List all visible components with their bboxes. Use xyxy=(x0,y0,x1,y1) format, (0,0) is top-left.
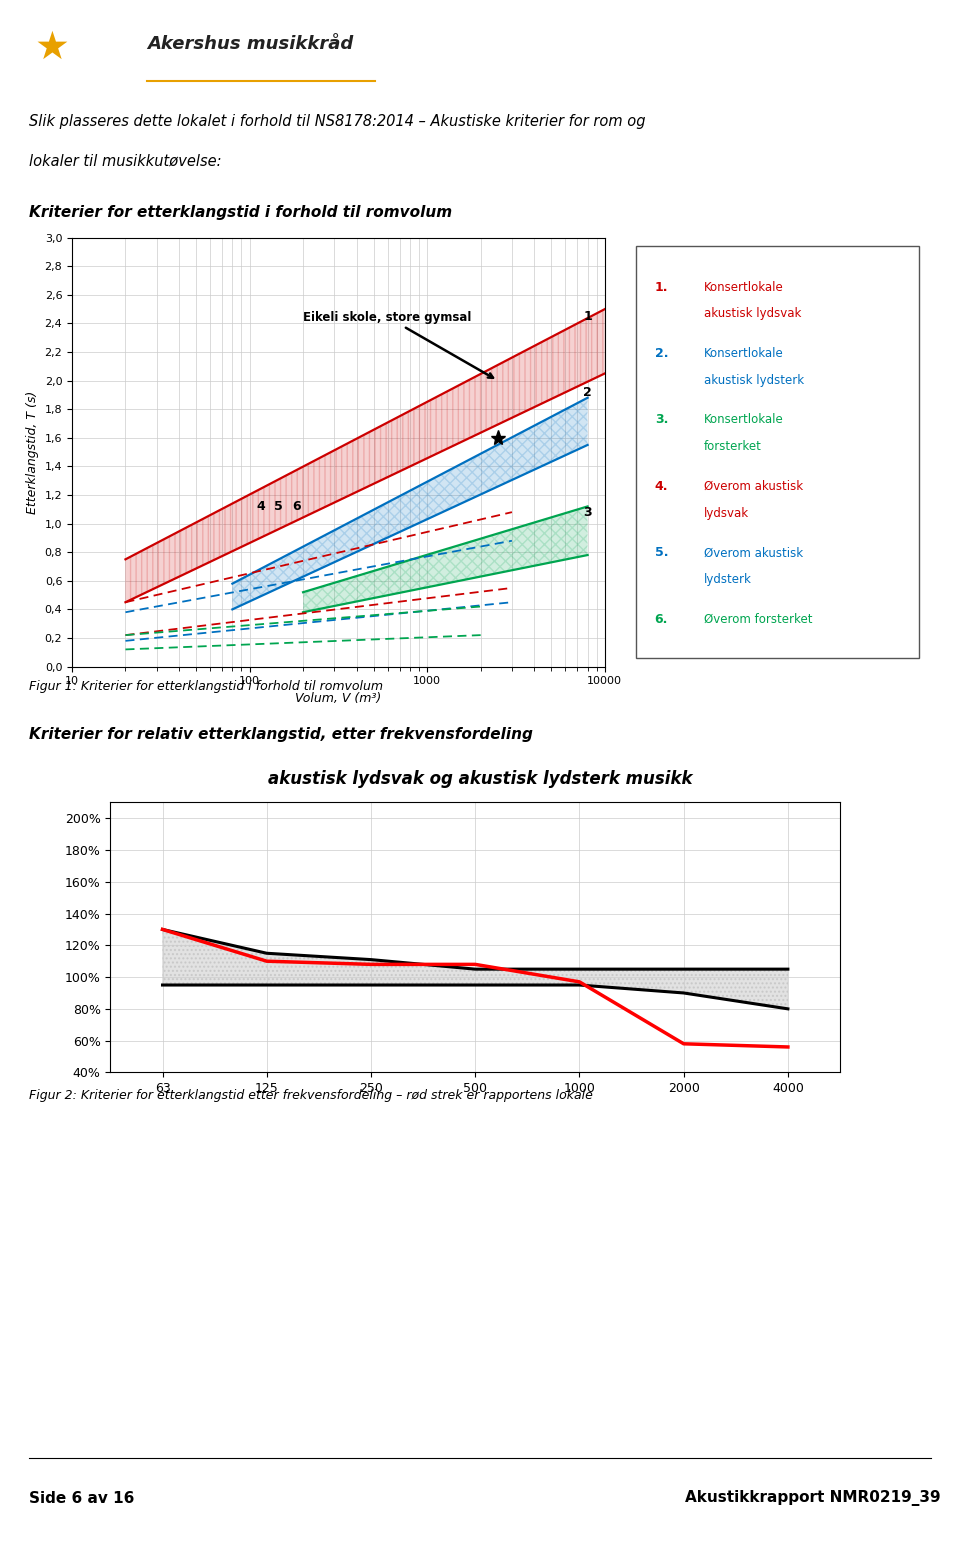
Text: Konsertlokale: Konsertlokale xyxy=(704,414,783,426)
Text: 1: 1 xyxy=(584,310,592,322)
Text: 6: 6 xyxy=(293,500,301,512)
Text: 4: 4 xyxy=(256,500,265,512)
Text: Figur 2: Kriterier for etterklangstid etter frekvensfordeling – rød strek er rap: Figur 2: Kriterier for etterklangstid et… xyxy=(29,1089,592,1102)
Text: Figur 1: Kriterier for etterklangstid i forhold til romvolum: Figur 1: Kriterier for etterklangstid i … xyxy=(29,680,383,693)
Text: 3.: 3. xyxy=(655,414,668,426)
Text: Akershus musikkråd: Akershus musikkråd xyxy=(148,35,353,52)
Text: lydsvak: lydsvak xyxy=(704,506,749,520)
Text: akustisk lydsvak: akustisk lydsvak xyxy=(704,307,802,319)
Text: akustisk lydsvak og akustisk lydsterk musikk: akustisk lydsvak og akustisk lydsterk mu… xyxy=(268,770,692,788)
Text: akustisk lydsterk: akustisk lydsterk xyxy=(704,373,804,387)
Y-axis label: Etterklangstid, T (s): Etterklangstid, T (s) xyxy=(26,390,39,514)
Text: Kriterier for relativ etterklangstid, etter frekvensfordeling: Kriterier for relativ etterklangstid, et… xyxy=(29,727,533,742)
Text: forsterket: forsterket xyxy=(704,440,761,454)
Text: Slik plasseres dette lokalet i forhold til NS8178:2014 – Akustiske kriterier for: Slik plasseres dette lokalet i forhold t… xyxy=(29,114,645,128)
Text: lydsterk: lydsterk xyxy=(704,572,752,586)
Text: 3: 3 xyxy=(584,506,592,518)
Text: 2: 2 xyxy=(584,386,592,398)
FancyBboxPatch shape xyxy=(636,247,919,657)
X-axis label: Volum, V (m³): Volum, V (m³) xyxy=(296,691,381,705)
Text: Kriterier for etterklangstid i forhold til romvolum: Kriterier for etterklangstid i forhold t… xyxy=(29,205,452,221)
Text: Akustikkrapport NMR0219_39: Akustikkrapport NMR0219_39 xyxy=(685,1491,941,1506)
Text: 6.: 6. xyxy=(655,613,668,626)
Point xyxy=(142,73,154,91)
Text: 5: 5 xyxy=(274,500,282,512)
Text: 4.: 4. xyxy=(655,480,668,492)
Text: Øverom forsterket: Øverom forsterket xyxy=(704,613,812,626)
Text: ★: ★ xyxy=(35,29,69,66)
Text: Øverom akustisk: Øverom akustisk xyxy=(704,480,803,492)
Point xyxy=(370,73,381,91)
Text: lokaler til musikkutøvelse:: lokaler til musikkutøvelse: xyxy=(29,154,222,168)
Text: 2.: 2. xyxy=(655,347,668,360)
Text: Konsertlokale: Konsertlokale xyxy=(704,347,783,360)
Text: Konsertlokale: Konsertlokale xyxy=(704,281,783,293)
Text: 5.: 5. xyxy=(655,546,668,560)
Text: 1.: 1. xyxy=(655,281,668,293)
Text: Eikeli skole, store gymsal: Eikeli skole, store gymsal xyxy=(303,310,493,378)
Text: Øverom akustisk: Øverom akustisk xyxy=(704,546,803,560)
Text: Side 6 av 16: Side 6 av 16 xyxy=(29,1491,134,1506)
